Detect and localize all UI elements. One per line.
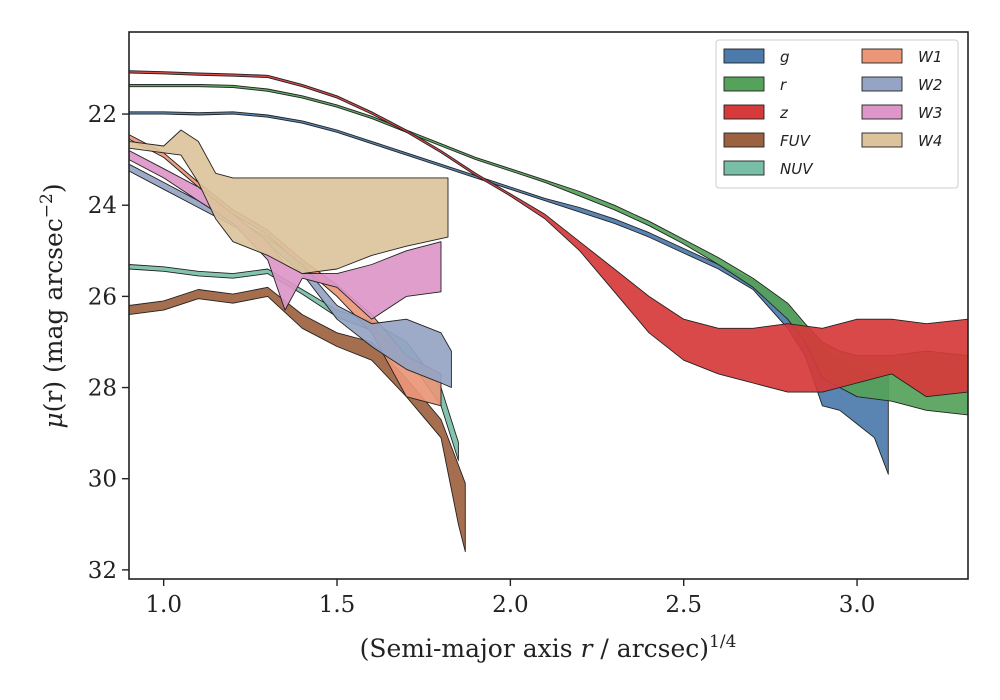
series-band-nuv <box>129 264 459 461</box>
y-tick-label: 22 <box>88 102 117 128</box>
legend-swatch-g <box>723 48 765 64</box>
series-layer <box>129 70 968 553</box>
legend-swatch-fuv <box>723 132 765 148</box>
x-axis-label: (Semi-major axis r / arcsec)1/4 <box>360 632 737 663</box>
legend-label-w2: W2 <box>918 76 942 94</box>
legend-swatch-r <box>723 76 765 92</box>
legend-label-z: z <box>779 104 789 122</box>
y-tick-label: 32 <box>88 558 117 584</box>
legend-label-g: g <box>780 48 790 66</box>
legend-swatch-w1 <box>861 48 903 64</box>
series-band-w4 <box>129 129 449 275</box>
legend-swatch-z <box>723 104 765 120</box>
series-band-g <box>129 111 889 475</box>
x-tick-label: 1.0 <box>145 592 182 618</box>
legend-swatch-w4 <box>861 132 903 148</box>
y-tick-label: 30 <box>88 467 117 493</box>
series-band-fuv <box>129 286 466 553</box>
legend-label-w4: W4 <box>918 132 942 150</box>
series-band-z <box>129 70 968 398</box>
legend-label-w1: W1 <box>918 48 942 66</box>
x-tick-label: 2.0 <box>492 592 529 618</box>
legend: grz FUV NUV W1 W2 W3 W4 <box>715 39 959 189</box>
legend-swatch-w2 <box>861 76 903 92</box>
legend-swatch-w3 <box>861 104 903 120</box>
legend-label-fuv: FUV <box>780 132 812 150</box>
legend-label-w3: W3 <box>918 104 942 122</box>
x-tick-label: 2.5 <box>665 592 702 618</box>
y-tick-label: 28 <box>88 376 117 402</box>
y-axis-label: μ(r) (mag arcsec−2) <box>37 183 68 428</box>
x-tick-label: 1.5 <box>319 592 356 618</box>
y-tick-label: 26 <box>88 284 117 310</box>
plot-frame <box>128 31 969 580</box>
legend-label-nuv: NUV <box>780 160 814 178</box>
y-axis: 22 24 26 28 30 32 <box>88 102 129 584</box>
legend-label-r: r <box>780 76 787 94</box>
y-tick-label: 24 <box>88 193 117 219</box>
x-axis: 1.0 1.5 2.0 2.5 3.0 <box>145 579 875 618</box>
x-tick-label: 3.0 <box>839 592 876 618</box>
legend-swatch-nuv <box>723 160 765 176</box>
